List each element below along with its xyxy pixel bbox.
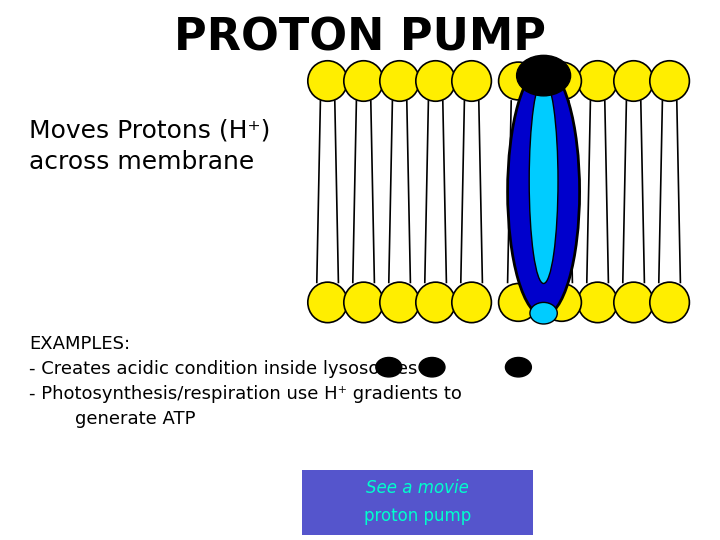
Text: See a movie: See a movie bbox=[366, 479, 469, 497]
Circle shape bbox=[505, 357, 531, 377]
Ellipse shape bbox=[578, 282, 618, 322]
Ellipse shape bbox=[542, 62, 582, 100]
Ellipse shape bbox=[452, 60, 492, 102]
Ellipse shape bbox=[614, 282, 654, 322]
Ellipse shape bbox=[344, 60, 384, 102]
Text: PROTON PUMP: PROTON PUMP bbox=[174, 16, 546, 59]
Ellipse shape bbox=[308, 282, 348, 322]
Ellipse shape bbox=[578, 60, 618, 102]
Ellipse shape bbox=[416, 282, 455, 322]
Ellipse shape bbox=[344, 282, 384, 322]
Ellipse shape bbox=[614, 60, 654, 102]
FancyBboxPatch shape bbox=[302, 470, 533, 535]
Ellipse shape bbox=[508, 68, 580, 316]
Circle shape bbox=[376, 357, 402, 377]
Circle shape bbox=[419, 357, 445, 377]
Text: EXAMPLES:
- Creates acidic condition inside lysosomes
- Photosynthesis/respirati: EXAMPLES: - Creates acidic condition ins… bbox=[29, 335, 462, 428]
Ellipse shape bbox=[498, 62, 538, 100]
Ellipse shape bbox=[380, 282, 419, 322]
Ellipse shape bbox=[380, 60, 419, 102]
Ellipse shape bbox=[416, 60, 455, 102]
Ellipse shape bbox=[530, 302, 557, 324]
Text: Moves Protons (H⁺)
across membrane: Moves Protons (H⁺) across membrane bbox=[29, 119, 270, 174]
Ellipse shape bbox=[308, 60, 348, 102]
Ellipse shape bbox=[542, 284, 582, 321]
Ellipse shape bbox=[529, 78, 558, 284]
Ellipse shape bbox=[650, 282, 690, 322]
Text: proton pump: proton pump bbox=[364, 508, 471, 525]
Ellipse shape bbox=[498, 284, 538, 321]
Ellipse shape bbox=[650, 60, 690, 102]
Ellipse shape bbox=[517, 56, 571, 96]
Ellipse shape bbox=[452, 282, 492, 322]
